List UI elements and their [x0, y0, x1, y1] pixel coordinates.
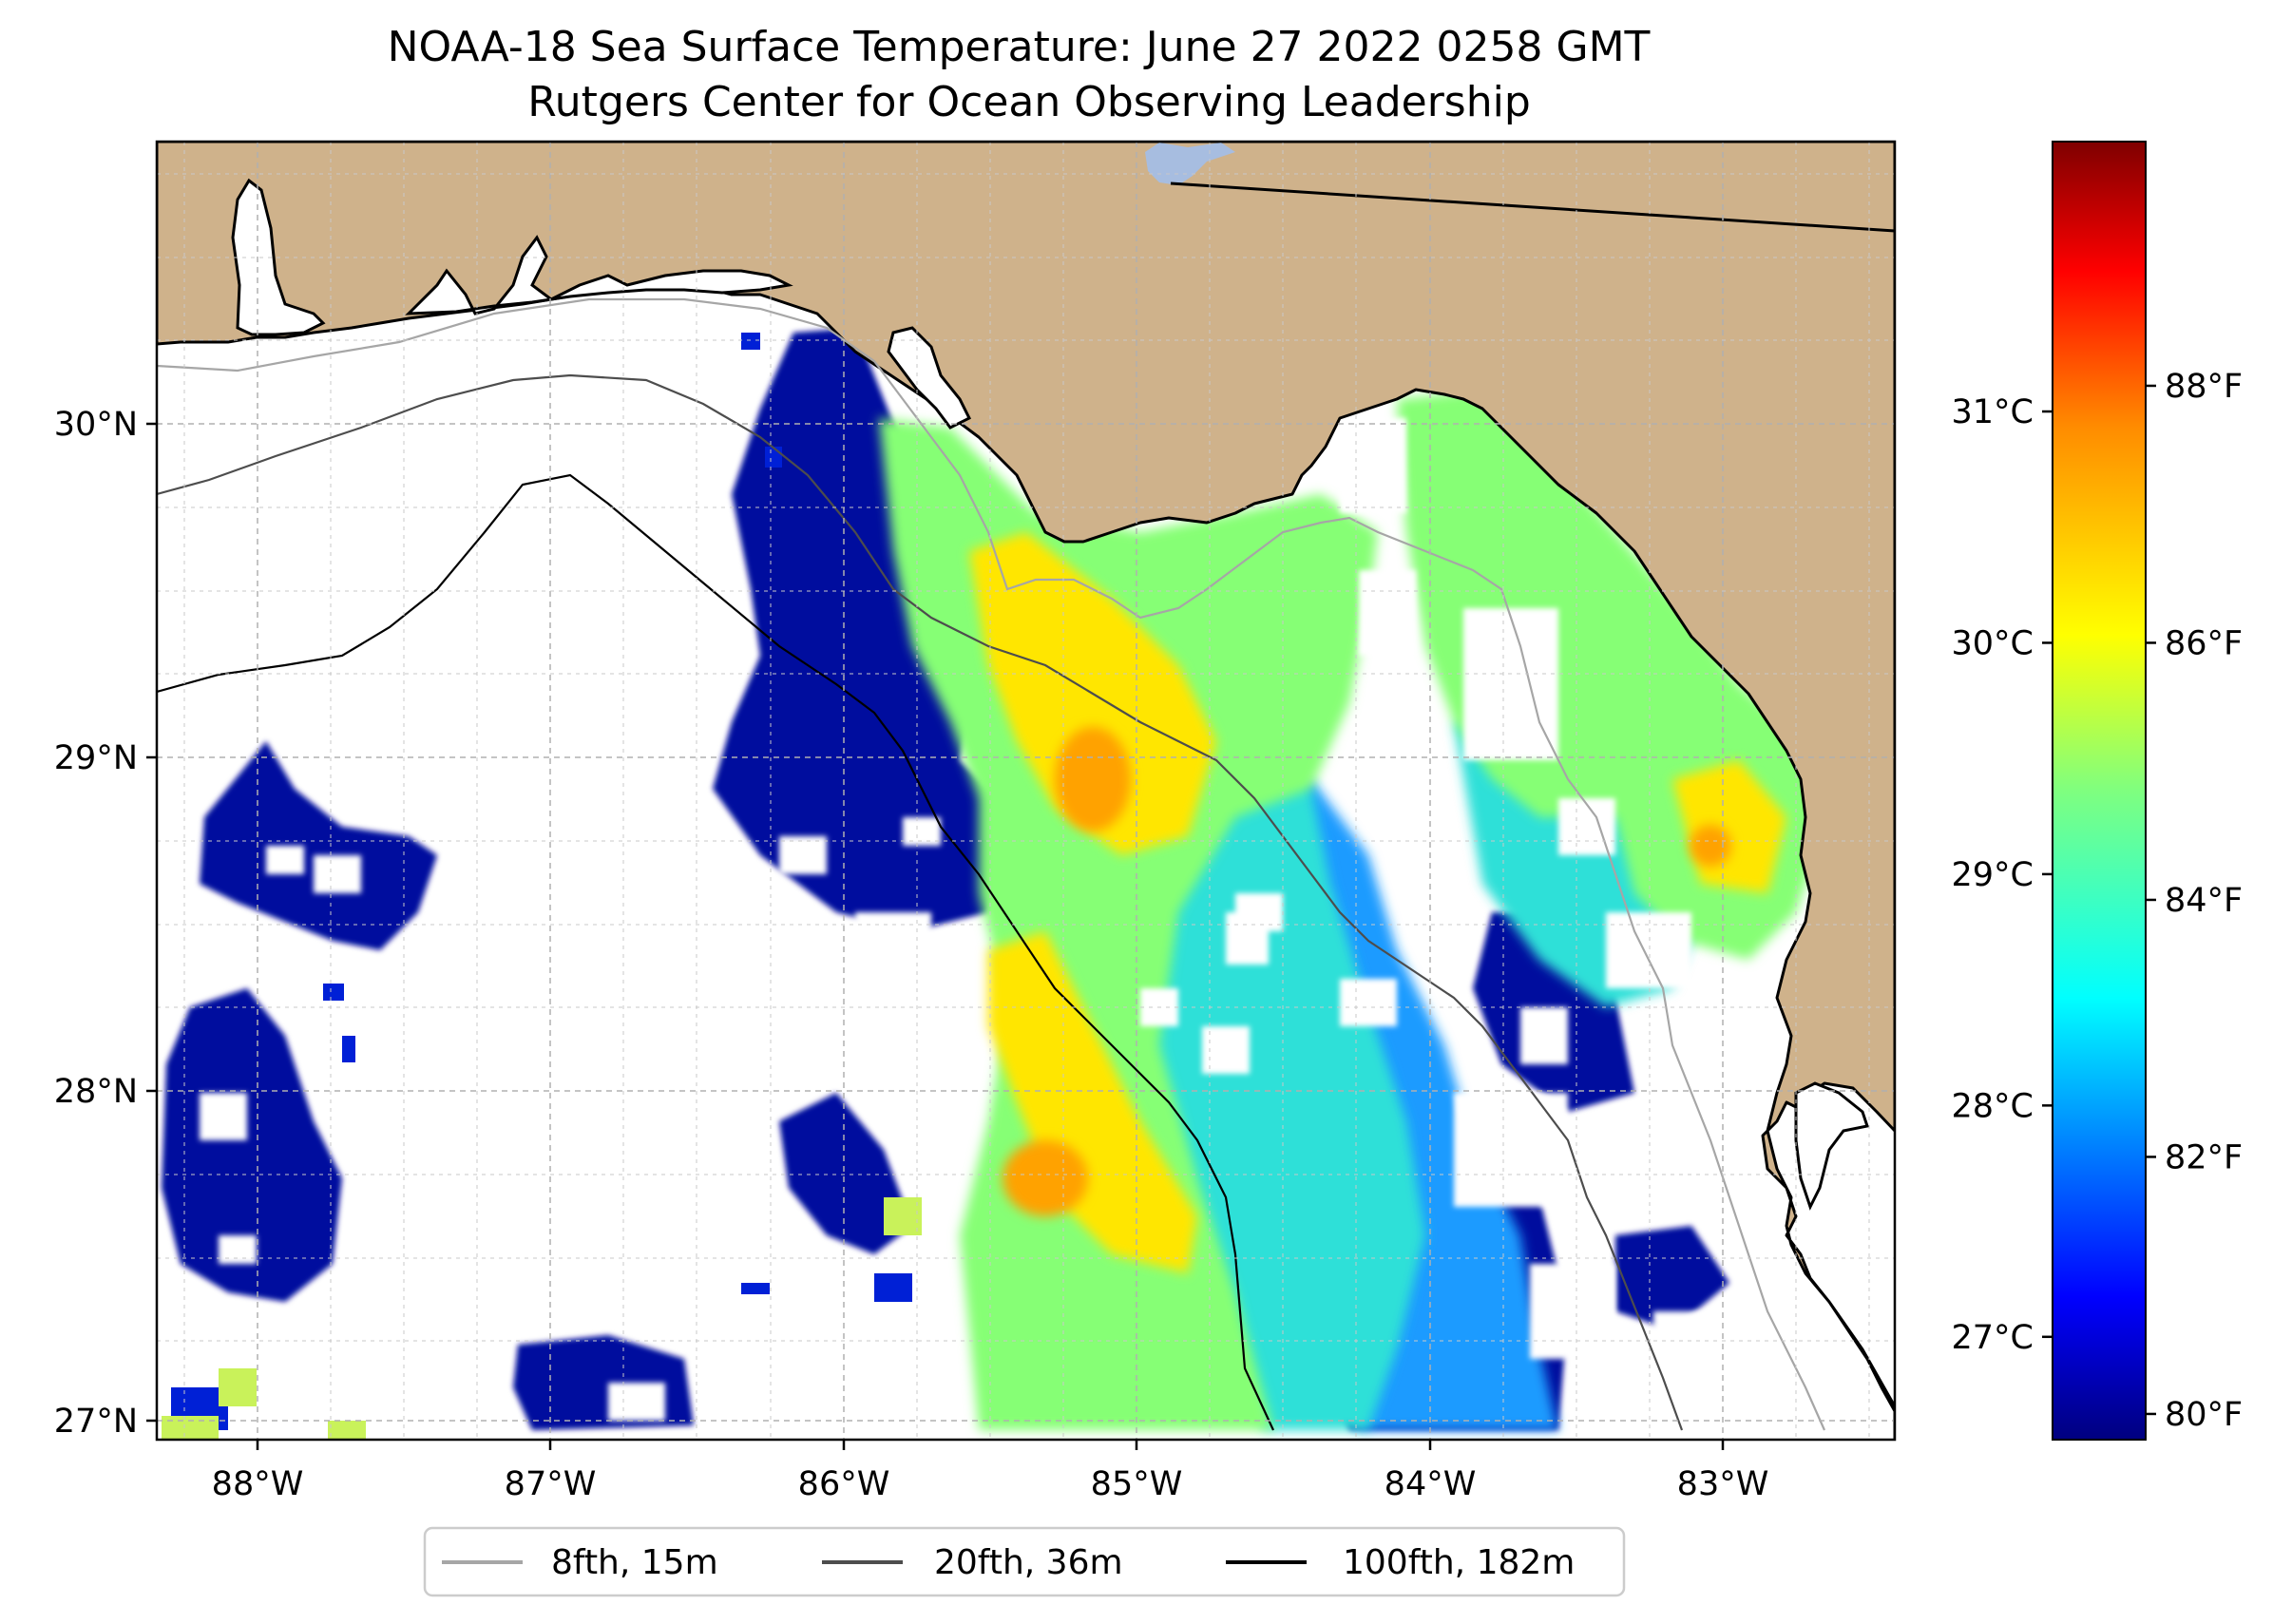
state-boundary-line — [1170, 182, 1895, 233]
map-frame — [155, 140, 1897, 1442]
lat-tick-labels: 30°N 29°N 28°N 27°N — [54, 406, 138, 1441]
figure-subtitle: Rutgers Center for Ocean Observing Leade… — [527, 78, 1531, 126]
lon-tick-labels: 88°W 87°W 86°W 85°W 84°W 83°W — [212, 1465, 1769, 1503]
colorbar-gradient — [2052, 141, 2147, 1441]
lon-tick-label: 84°W — [1385, 1465, 1477, 1503]
legend-label-8fth: 8fth, 15m — [551, 1543, 718, 1582]
colorbar-fahrenheit-axis: 80°F 82°F 84°F 86°F 88°F — [2146, 368, 2243, 1434]
figure-title: NOAA-18 Sea Surface Temperature: June 27… — [388, 23, 1651, 71]
lon-tick-label: 88°W — [212, 1465, 304, 1503]
colorbar-celsius-label: 27°C — [1952, 1319, 2034, 1357]
colorbar-celsius-label: 29°C — [1952, 856, 2034, 894]
lat-tick-label: 27°N — [54, 1403, 138, 1441]
colorbar-celsius-label: 28°C — [1952, 1087, 2034, 1125]
colorbar-fahrenheit-label: 84°F — [2165, 882, 2243, 920]
isobath-8fth — [157, 297, 1826, 1431]
isobath-legend: 8fth, 15m 20fth, 36m 100fth, 182m — [423, 1526, 1626, 1597]
lon-tick-label: 83°W — [1677, 1465, 1769, 1503]
lake-seminole — [1145, 143, 1235, 185]
cloud-gaps — [200, 418, 1729, 1421]
sst-hot-spots — [1003, 727, 1731, 1216]
colorbar-fahrenheit-label: 86°F — [2165, 624, 2243, 662]
lon-tick-label: 86°W — [798, 1465, 890, 1503]
sst-data-layer — [162, 328, 1824, 1440]
sst-small-warm-patches — [162, 1197, 922, 1440]
apalachicola-bay — [887, 326, 972, 430]
colorbar-fahrenheit-label: 82°F — [2165, 1138, 2243, 1176]
lat-tick-label: 28°N — [54, 1073, 138, 1111]
legend-label-100fth: 100fth, 182m — [1343, 1543, 1575, 1582]
pensacola-bay — [405, 235, 793, 315]
colorbar-celsius-label: 30°C — [1952, 624, 2034, 662]
map-minor-gridlines — [157, 142, 1895, 1440]
colorbar-fahrenheit-label: 88°F — [2165, 368, 2243, 406]
colorbar-fahrenheit-label: 80°F — [2165, 1396, 2243, 1434]
map-gridlines — [157, 142, 1895, 1440]
colorbar: 27°C 28°C 29°C 30°C 31°C 80°F 82°F 84°F 86°F 88°… — [1952, 141, 2243, 1441]
mobile-bay — [231, 178, 326, 336]
isobath-100fth — [157, 473, 1274, 1431]
map-panel — [157, 142, 1895, 1440]
map-axis-ticks — [146, 422, 1725, 1450]
legend-label-20fth: 20fth, 36m — [934, 1543, 1123, 1582]
legend-box — [423, 1526, 1626, 1597]
colorbar-celsius-label: 31°C — [1952, 393, 2034, 431]
isobath-contours — [157, 297, 1826, 1431]
lat-tick-label: 29°N — [54, 739, 138, 777]
isobath-20fth — [157, 373, 1684, 1431]
lat-tick-label: 30°N — [54, 406, 138, 444]
colorbar-celsius-axis: 27°C 28°C 29°C 30°C 31°C — [1952, 393, 2053, 1357]
lon-tick-label: 85°W — [1091, 1465, 1183, 1503]
lon-tick-label: 87°W — [505, 1465, 597, 1503]
